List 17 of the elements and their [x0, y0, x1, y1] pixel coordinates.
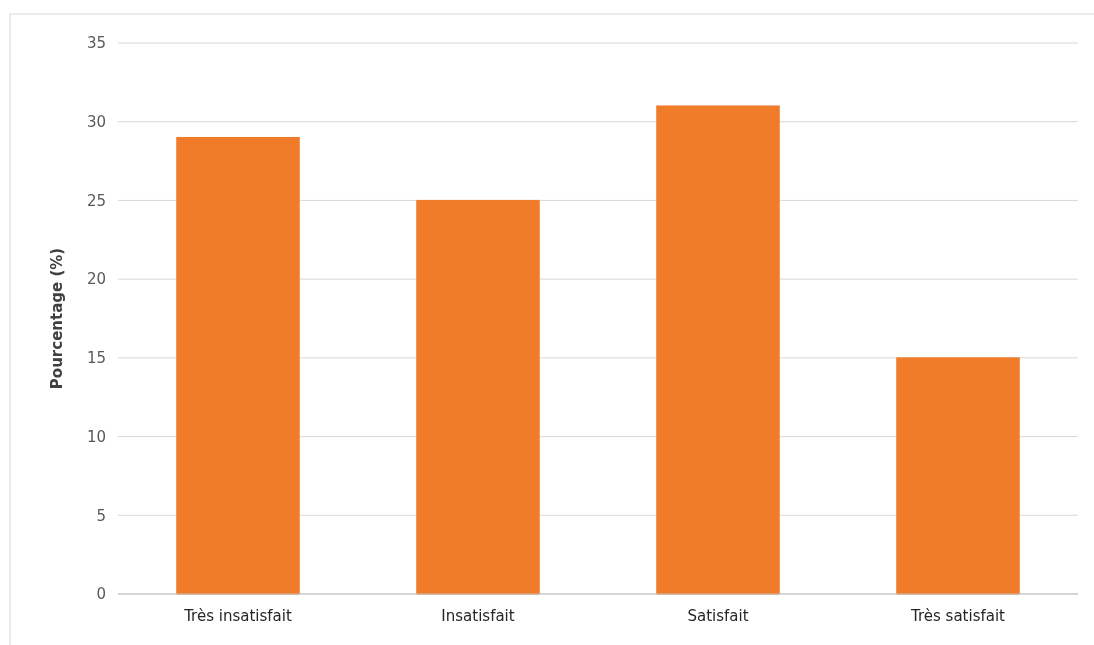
bar — [416, 199, 540, 595]
y-tick-label: 0 — [96, 585, 106, 604]
y-tick-label: 20 — [86, 270, 106, 289]
bar — [896, 357, 1020, 595]
y-tick-label: 30 — [86, 113, 106, 132]
y-tick-label: 10 — [86, 427, 106, 446]
x-tick-label: Très satisfait — [910, 606, 1006, 625]
bar — [176, 136, 300, 595]
x-tick-label: Très insatisfait — [183, 606, 292, 625]
bar — [656, 105, 780, 595]
y-tick-label: 35 — [86, 34, 106, 53]
y-tick-label: 25 — [86, 191, 106, 210]
x-tick-label: Satisfait — [687, 606, 749, 625]
x-tick-label: Insatisfait — [441, 606, 515, 625]
y-tick-label: 5 — [96, 506, 106, 525]
y-tick-label: 15 — [86, 349, 106, 368]
y-axis-title: Pourcentage (%) — [48, 247, 66, 390]
